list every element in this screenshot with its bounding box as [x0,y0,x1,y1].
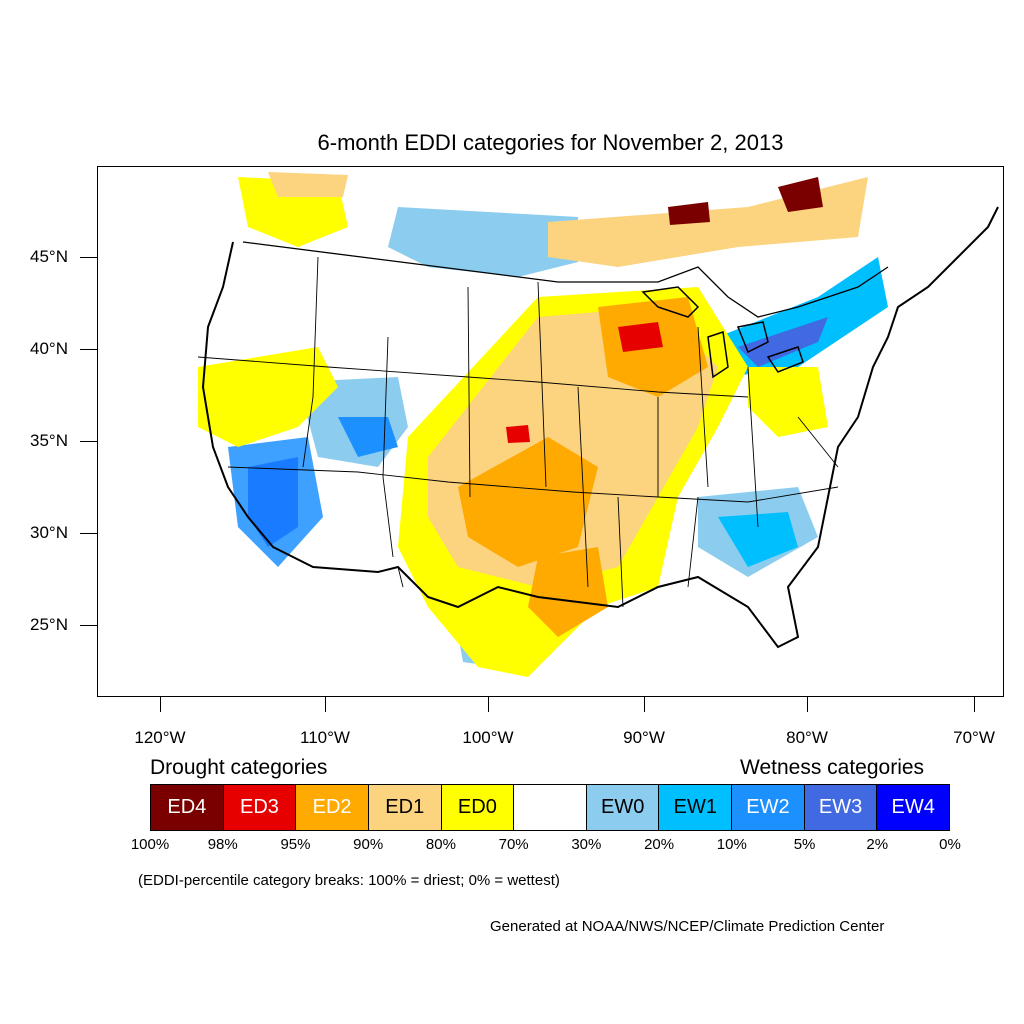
region-ew0-north [388,207,578,277]
percentile-label: 90% [353,836,384,853]
lat-tick [80,533,97,534]
legend-cell-neutral [514,785,587,830]
legend-cell-ew1: EW1 [659,785,733,830]
lon-label-90w: 90°W [623,728,665,747]
legend-cell-ew3: EW3 [804,785,878,830]
lat-label-35n: 35°N [30,431,68,450]
percentile-label: 10% [716,836,747,853]
region-ew1-northeast [718,257,888,377]
legend-bar: ED4 ED3 ED2 ED1 ED0 EW0 EW1 EW2 EW3 EW4 [150,784,950,831]
lon-label-120w: 120°W [134,728,186,747]
legend-cell-ed4: ED4 [151,785,224,830]
lon-label-110w: 110°W [300,728,350,747]
region-ed1-northwest [268,172,348,197]
lat-tick [80,349,97,350]
region-ed3-wisconsin [618,322,663,352]
region-ed2-central [458,437,598,567]
lat-label-40n: 40°N [30,339,68,358]
lon-tick [974,697,975,712]
percentile-label: 100% [130,836,170,853]
lon-tick [488,697,489,712]
lat-label-45n: 45°N [30,247,68,266]
region-ed4-canada [778,177,823,212]
wetness-heading: Wetness categories [740,756,925,779]
lon-label-100w: 100°W [462,728,514,747]
lon-tick [160,697,161,712]
percentile-label: 98% [207,836,238,853]
legend-cell-ew4: EW4 [877,785,950,830]
lat-label-25n: 25°N [30,615,68,634]
lon-label-80w: 80°W [786,728,828,747]
region-ew1-southeast [718,512,798,567]
percentile-label: 95% [280,836,311,853]
lat-tick [80,257,97,258]
coastline [201,206,999,649]
percentile-label: 30% [571,836,602,853]
region-ed2-south [528,547,608,637]
percentile-label: 70% [498,836,529,853]
region-ew1-west [338,417,398,457]
lon-tick [325,697,326,712]
lon-tick [807,697,808,712]
percentile-label: 80% [425,836,456,853]
region-ed4-ontario [668,202,710,225]
legend-cell-ed0: ED0 [441,785,515,830]
canada-border [242,241,889,318]
lon-tick [644,697,645,712]
legend-cell-ed1: ED1 [368,785,442,830]
percentile-label: 2% [866,836,889,853]
eddi-map [197,172,999,677]
lon-label-70w: 70°W [953,728,995,747]
percentile-label: 20% [644,836,675,853]
state-lines [197,256,839,608]
lat-tick [80,441,97,442]
legend-cell-ed2: ED2 [296,785,369,830]
legend-cell-ew2: EW2 [732,785,805,830]
percentile-label: 5% [793,836,816,853]
drought-heading: Drought categories [150,756,328,779]
map-title: 6-month EDDI categories for November 2, … [317,130,784,155]
region-ed0-west [198,347,338,447]
lat-label-30n: 30°N [30,523,68,542]
legend-note: (EDDI-percentile category breaks: 100% =… [138,872,560,889]
credit-line: Generated at NOAA/NWS/NCEP/Climate Predi… [490,918,885,935]
lat-tick [80,625,97,626]
legend-cell-ew0: EW0 [586,785,660,830]
percentile-label: 0% [939,836,961,853]
region-ed3-kansas [506,425,530,443]
great-lakes [641,286,804,379]
map-frame [97,166,1004,697]
region-ed0-eastcoast [748,367,828,437]
region-ew3-northeast [738,317,828,367]
legend-cell-ed3: ED3 [223,785,297,830]
